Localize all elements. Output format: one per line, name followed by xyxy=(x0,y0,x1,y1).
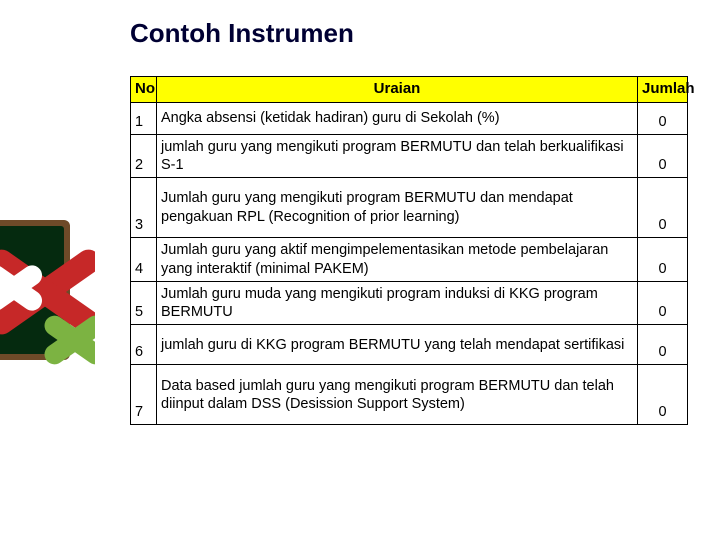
table-row: 7Data based jumlah guru yang mengikuti p… xyxy=(131,365,688,425)
cell-uraian: Angka absensi (ketidak hadiran) guru di … xyxy=(157,102,638,134)
cell-jumlah: 0 xyxy=(638,102,688,134)
cell-jumlah: 0 xyxy=(638,365,688,425)
cell-jumlah: 0 xyxy=(638,325,688,365)
instrument-table: No Uraian Jumlah 1Angka absensi (ketidak… xyxy=(130,76,688,425)
cell-uraian: jumlah guru di KKG program BERMUTU yang … xyxy=(157,325,638,365)
cell-jumlah: 0 xyxy=(638,178,688,238)
cell-uraian: Data based jumlah guru yang mengikuti pr… xyxy=(157,365,638,425)
cell-no: 7 xyxy=(131,365,157,425)
cell-uraian: Jumlah guru muda yang mengikuti program … xyxy=(157,282,638,325)
col-header-jumlah: Jumlah xyxy=(638,77,688,103)
col-header-no: No xyxy=(131,77,157,103)
cell-no: 2 xyxy=(131,134,157,177)
cell-no: 5 xyxy=(131,282,157,325)
table-header-row: No Uraian Jumlah xyxy=(131,77,688,103)
table-row: 1Angka absensi (ketidak hadiran) guru di… xyxy=(131,102,688,134)
cell-no: 3 xyxy=(131,178,157,238)
table-row: 5Jumlah guru muda yang mengikuti program… xyxy=(131,282,688,325)
table-row: 2jumlah guru yang mengikuti program BERM… xyxy=(131,134,688,177)
page-title: Contoh Instrumen xyxy=(130,18,354,49)
cell-uraian: jumlah guru yang mengikuti program BERMU… xyxy=(157,134,638,177)
instrument-table-container: No Uraian Jumlah 1Angka absensi (ketidak… xyxy=(130,76,688,425)
cell-jumlah: 0 xyxy=(638,282,688,325)
cell-no: 1 xyxy=(131,102,157,134)
decoration-image xyxy=(0,200,95,540)
cell-jumlah: 0 xyxy=(638,238,688,282)
cell-uraian: Jumlah guru yang aktif mengimpelementasi… xyxy=(157,238,638,282)
cell-no: 4 xyxy=(131,238,157,282)
cell-uraian: Jumlah guru yang mengikuti program BERMU… xyxy=(157,178,638,238)
table-row: 4Jumlah guru yang aktif mengimpelementas… xyxy=(131,238,688,282)
table-row: 6jumlah guru di KKG program BERMUTU yang… xyxy=(131,325,688,365)
table-row: 3Jumlah guru yang mengikuti program BERM… xyxy=(131,178,688,238)
col-header-uraian: Uraian xyxy=(157,77,638,103)
cell-jumlah: 0 xyxy=(638,134,688,177)
cell-no: 6 xyxy=(131,325,157,365)
